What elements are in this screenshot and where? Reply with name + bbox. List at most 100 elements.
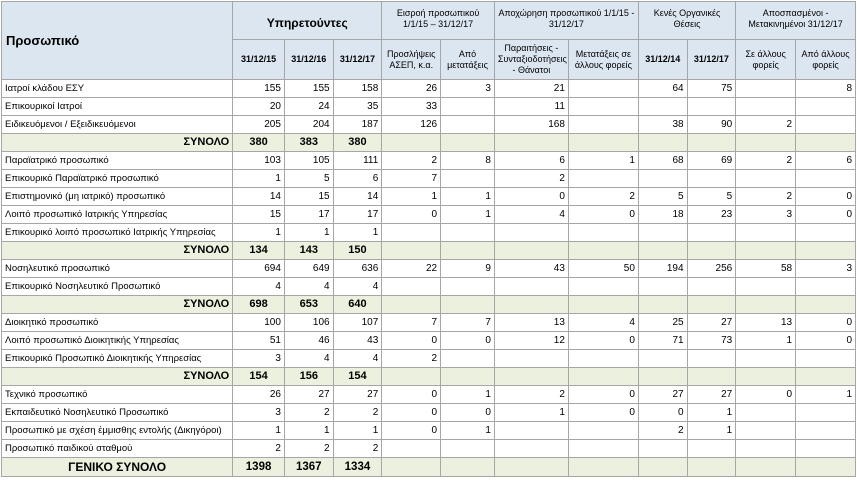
table-cell: 154 bbox=[232, 367, 285, 386]
table-cell: 1 bbox=[232, 169, 285, 188]
table-cell: 71 bbox=[637, 331, 688, 350]
table-cell: 4 bbox=[232, 277, 285, 296]
table-cell: 15 bbox=[232, 205, 285, 224]
table-cell bbox=[735, 169, 797, 188]
table-cell: 3 bbox=[232, 349, 285, 368]
table-cell bbox=[735, 277, 797, 296]
table-cell bbox=[735, 295, 797, 314]
table-cell: 0 bbox=[567, 331, 639, 350]
table-cell: 111 bbox=[332, 151, 383, 170]
table-cell: 1367 bbox=[283, 457, 334, 477]
table-cell: 205 bbox=[232, 115, 285, 134]
table-cell: 653 bbox=[283, 295, 334, 314]
table-cell: 3 bbox=[795, 259, 856, 278]
table-row: Επιστημονικό (μη ιατρικό) προσωπικό 14 15 1… bbox=[0, 187, 856, 206]
table-cell bbox=[735, 79, 797, 98]
col-header: Μετατάξεις σε άλλους φορείς bbox=[567, 39, 639, 80]
table-cell: 0 bbox=[735, 385, 797, 404]
table-cell: 2 bbox=[493, 169, 569, 188]
table-cell: 1 bbox=[735, 331, 797, 350]
table-cell: 13 bbox=[493, 313, 569, 332]
table-cell: 2 bbox=[735, 115, 797, 134]
row-label: Νοσηλευτικό προσωπικό bbox=[0, 259, 234, 278]
table-cell bbox=[795, 97, 856, 116]
table-cell: 1 bbox=[440, 421, 495, 440]
table-cell: 9 bbox=[440, 259, 495, 278]
row-label: Επικουρικό Προσωπικό Διοικητικής Υπηρεσί… bbox=[0, 349, 234, 368]
table-cell bbox=[381, 241, 442, 260]
table-cell: 694 bbox=[232, 259, 285, 278]
table-cell: 33 bbox=[381, 97, 442, 116]
row-label: ΣΥΝΟΛΟ bbox=[0, 241, 234, 260]
table-cell bbox=[686, 457, 737, 477]
table-cell: 21 bbox=[493, 79, 569, 98]
col-header: 31/12/14 bbox=[637, 39, 688, 80]
table-row: Τεχνικό προσωπικό 26 27 27 0 1 2 0 27 27 0 1 bbox=[0, 385, 856, 404]
table-cell: 64 bbox=[637, 79, 688, 98]
table-cell: 4 bbox=[283, 349, 334, 368]
table-cell bbox=[735, 421, 797, 440]
table-cell bbox=[493, 223, 569, 242]
table-row: Ιατροί κλάδου ΕΣΥ 155 155 158 26 3 21 64 75 8 bbox=[0, 79, 856, 98]
table-cell: 4 bbox=[283, 277, 334, 296]
row-label: Λοιπό προσωπικό Διοικητικής Υπηρεσίας bbox=[0, 331, 234, 350]
table-row: Εκπαιδευτικό Νοσηλευτικό Προσωπικό 3 2 2 0 0 1… bbox=[0, 403, 856, 422]
row-label: Διοικητικό προσωπικό bbox=[0, 313, 234, 332]
col-header: 31/12/15 bbox=[232, 39, 285, 80]
table-cell bbox=[440, 439, 495, 458]
table-cell bbox=[381, 223, 442, 242]
table-cell: 1 bbox=[440, 205, 495, 224]
table-cell: 27 bbox=[637, 385, 688, 404]
table-cell: 14 bbox=[232, 187, 285, 206]
table-cell bbox=[795, 367, 856, 386]
table-cell bbox=[493, 295, 569, 314]
table-cell: 69 bbox=[686, 151, 737, 170]
table-cell: 2 bbox=[381, 349, 442, 368]
table-cell: 155 bbox=[283, 79, 334, 98]
table-cell: 50 bbox=[567, 259, 639, 278]
table-cell: 187 bbox=[332, 115, 383, 134]
table-cell: 73 bbox=[686, 331, 737, 350]
table-cell bbox=[567, 367, 639, 386]
table-title: Προσωπικό bbox=[0, 1, 234, 80]
table-cell: 27 bbox=[686, 385, 737, 404]
table-cell: 0 bbox=[795, 331, 856, 350]
table-cell: 155 bbox=[232, 79, 285, 98]
table-cell bbox=[567, 169, 639, 188]
table-cell: 46 bbox=[283, 331, 334, 350]
table-cell bbox=[637, 457, 688, 477]
table-cell: 126 bbox=[381, 115, 442, 134]
table-cell bbox=[493, 241, 569, 260]
table-cell bbox=[735, 367, 797, 386]
table-cell: 3 bbox=[232, 403, 285, 422]
subtotal-row: ΣΥΝΟΛΟ 698 653 640 bbox=[0, 295, 856, 314]
table-row: Επικουρικό λοιπό προσωπικό Ιατρικής Υπηρ… bbox=[0, 223, 856, 242]
col-header: Προσλήψεις ΑΣΕΠ, κ.α. bbox=[381, 39, 442, 80]
table-cell: 156 bbox=[283, 367, 334, 386]
table-cell: 0 bbox=[795, 187, 856, 206]
group-entry-header: Εισροή προσωπικού 1/1/15 – 31/12/17 bbox=[381, 1, 495, 40]
table-cell: 1 bbox=[332, 421, 383, 440]
table-row: Επικουρικό Νοσηλευτικό Προσωπικό 4 4 4 bbox=[0, 277, 856, 296]
table-cell: 194 bbox=[637, 259, 688, 278]
table-cell bbox=[637, 349, 688, 368]
table-cell bbox=[440, 97, 495, 116]
col-header: Παραιτήσεις - Συνταξιοδοτήσεις - Θάνατοι bbox=[493, 39, 569, 80]
table-cell: 27 bbox=[283, 385, 334, 404]
table-cell: 43 bbox=[332, 331, 383, 350]
table-cell: 1 bbox=[381, 187, 442, 206]
table-body: Ιατροί κλάδου ΕΣΥ 155 155 158 26 3 21 64 75 8 Επικ… bbox=[0, 79, 856, 477]
table-cell bbox=[686, 439, 737, 458]
table-cell bbox=[637, 277, 688, 296]
table-cell bbox=[567, 223, 639, 242]
row-label: Ιατροί κλάδου ΕΣΥ bbox=[0, 79, 234, 98]
table-cell bbox=[795, 439, 856, 458]
table-cell: 8 bbox=[440, 151, 495, 170]
table-cell: 4 bbox=[332, 277, 383, 296]
table-cell: 75 bbox=[686, 79, 737, 98]
table-cell: 2 bbox=[735, 187, 797, 206]
table-cell bbox=[795, 295, 856, 314]
table-row: Επικουρικό Παραϊατρικό προσωπικό 1 5 6 7 2 bbox=[0, 169, 856, 188]
row-label: Προσωπικό παιδικού σταθμού bbox=[0, 439, 234, 458]
row-label: Επικουρικό λοιπό προσωπικό Ιατρικής Υπηρ… bbox=[0, 223, 234, 242]
